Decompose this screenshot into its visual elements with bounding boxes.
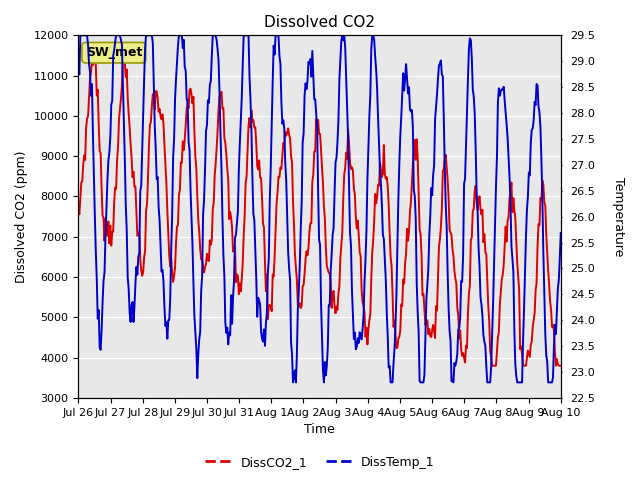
DissCO2_1 xyxy=(363,325,371,331)
Y-axis label: Temperature: Temperature xyxy=(612,177,625,256)
DissCO2_1 xyxy=(547,307,555,313)
Text: SW_met: SW_met xyxy=(86,46,142,59)
DissCO2_1 xyxy=(75,206,83,212)
DissCO2_1 xyxy=(557,363,564,369)
DissTemp_1 xyxy=(308,48,316,54)
DissCO2_1 xyxy=(307,220,315,226)
DissCO2_1 xyxy=(120,45,127,50)
DissTemp_1 xyxy=(75,62,83,68)
DissCO2_1 xyxy=(337,255,344,261)
DissCO2_1 xyxy=(471,188,479,194)
DissTemp_1 xyxy=(77,33,84,38)
DissTemp_1 xyxy=(472,146,479,152)
Y-axis label: Dissolved CO2 (ppm): Dissolved CO2 (ppm) xyxy=(15,150,28,283)
DissTemp_1 xyxy=(289,380,297,385)
Legend: DissCO2_1, DissTemp_1: DissCO2_1, DissTemp_1 xyxy=(200,451,440,474)
DissCO2_1 xyxy=(488,363,496,369)
DissTemp_1 xyxy=(337,38,345,44)
DissTemp_1 xyxy=(364,177,371,182)
DissTemp_1 xyxy=(547,380,555,385)
DissCO2_1 xyxy=(305,245,312,251)
X-axis label: Time: Time xyxy=(304,423,335,436)
Line: DissTemp_1: DissTemp_1 xyxy=(79,36,561,383)
DissTemp_1 xyxy=(557,230,564,236)
DissTemp_1 xyxy=(305,61,313,67)
Title: Dissolved CO2: Dissolved CO2 xyxy=(264,15,375,30)
Line: DissCO2_1: DissCO2_1 xyxy=(79,48,561,366)
